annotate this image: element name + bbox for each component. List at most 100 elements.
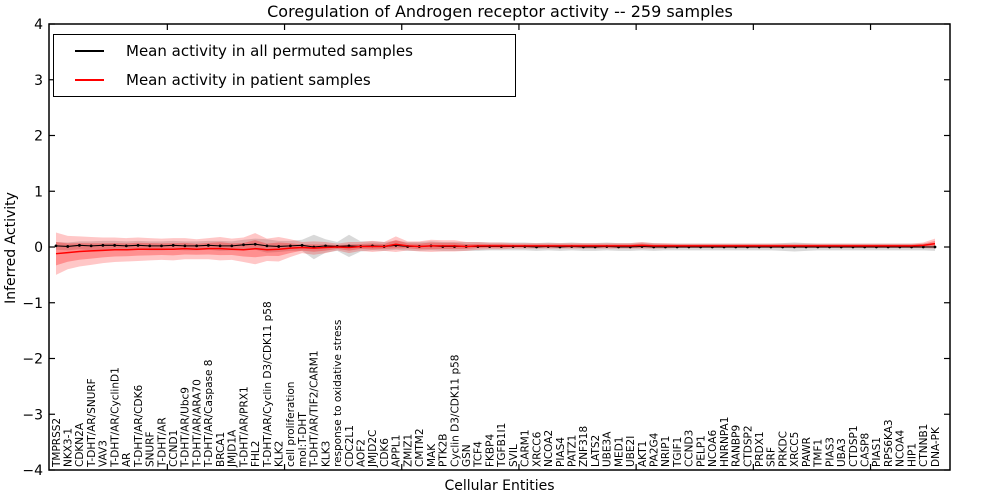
x-tick-label: CASP8 xyxy=(859,433,871,467)
permuted-mean-marker xyxy=(171,243,175,247)
x-tick-label: CTNNB1 xyxy=(918,424,930,467)
x-tick-label: MAK xyxy=(426,443,438,467)
x-tick-label: PTK2B xyxy=(438,433,450,467)
permuted-mean-marker xyxy=(78,243,81,247)
x-tick-label: PRKDC xyxy=(777,431,789,467)
x-tick-label: ZNF318 xyxy=(578,426,590,467)
x-tick-label: TMPRSS2 xyxy=(51,418,63,468)
y-tick-label: −4 xyxy=(22,463,43,479)
patient-line-swatch xyxy=(75,79,104,82)
permuted-mean-marker xyxy=(921,245,925,249)
x-tick-label: GSN xyxy=(461,444,473,467)
x-tick-label: UBE2I xyxy=(625,436,637,467)
x-tick-label: JMJD1A xyxy=(227,429,239,468)
permuted-mean-marker xyxy=(66,245,70,248)
x-tick-label: T-DHT/AR/CDK6 xyxy=(133,385,145,468)
x-tick-label: NCOA4 xyxy=(895,430,907,467)
x-tick-label: PIAS4 xyxy=(555,437,567,467)
permuted-mean-marker xyxy=(933,245,937,249)
permuted-mean-marker xyxy=(277,245,281,248)
x-tick-label: AOF2 xyxy=(356,439,368,467)
x-tick-label: VAV3 xyxy=(98,440,110,467)
x-tick-label: PAWR xyxy=(801,437,813,467)
permuted-mean-marker xyxy=(148,244,152,248)
x-tick-label: CCND3 xyxy=(684,430,696,467)
x-tick-label: CMTM2 xyxy=(414,428,426,467)
x-tick-label: UBE3A xyxy=(602,431,614,467)
x-tick-label: PRDX1 xyxy=(754,431,766,467)
x-tick-label: T-DHT/AR/Ubc9 xyxy=(180,387,192,468)
x-tick-label: SVIL xyxy=(508,444,520,467)
x-tick-label: SNURF xyxy=(145,431,157,467)
x-tick-label: T-DHT/AR/TIF2/CARM1 xyxy=(309,350,321,468)
y-tick-label: 2 xyxy=(34,129,43,145)
x-tick-label: HIP1 xyxy=(906,443,918,467)
permuted-mean-marker xyxy=(89,244,93,248)
permuted-mean-marker xyxy=(230,244,234,248)
permuted-mean-marker xyxy=(218,244,222,248)
x-tick-label: XRCC6 xyxy=(531,431,543,467)
permuted-mean-marker xyxy=(195,244,199,248)
x-tick-label: PA2G4 xyxy=(649,432,661,467)
permuted-line-swatch xyxy=(75,49,104,52)
x-tick-label: AR xyxy=(121,453,133,467)
patient-std-band-outer xyxy=(56,232,935,275)
x-tick-label: response to oxidative stress xyxy=(332,320,344,467)
permuted-std-band xyxy=(56,234,935,260)
x-tick-label: PELP1 xyxy=(695,435,707,467)
x-tick-label: PATZ1 xyxy=(566,435,578,467)
x-axis-label: Cellular Entities xyxy=(444,478,555,494)
x-tick-label: T-DHT/AR xyxy=(156,417,168,468)
x-tick-label: BRCA1 xyxy=(215,432,227,467)
x-tick-label: TMF1 xyxy=(813,439,825,468)
x-tick-label: CTDSP1 xyxy=(848,425,860,467)
x-tick-label: CTDSP2 xyxy=(742,425,754,467)
legend-entry-patient: Mean activity in patient samples xyxy=(54,66,515,94)
y-tick-label: 1 xyxy=(34,184,43,200)
permuted-mean-marker xyxy=(113,243,116,247)
x-tick-label: MED1 xyxy=(613,437,625,467)
permuted-mean-marker xyxy=(347,244,351,248)
legend-label: Mean activity in all permuted samples xyxy=(126,41,413,60)
patient-mean-line xyxy=(55,242,936,255)
x-tick-label: RANBP9 xyxy=(731,425,743,467)
x-tick-label: T-DHT/AR/Caspase 8 xyxy=(203,360,215,468)
permuted-mean-marker xyxy=(136,243,140,247)
y-tick-label: −3 xyxy=(22,407,43,423)
y-tick-label: 0 xyxy=(34,240,43,256)
x-tick-label: PIAS1 xyxy=(871,437,883,467)
y-tick-label: −1 xyxy=(22,296,43,312)
x-tick-label: T-DHT/AR/SNURF xyxy=(86,378,98,468)
x-tick-label: PIAS3 xyxy=(824,437,836,467)
permuted-mean-marker xyxy=(101,243,105,247)
x-tick-label: APPL1 xyxy=(391,435,403,467)
x-tick-label: KLK3 xyxy=(320,441,332,467)
permuted-mean-marker xyxy=(206,243,210,247)
x-tick-label: cell proliferation xyxy=(285,382,297,467)
x-tick-label: NCOA2 xyxy=(543,430,555,467)
x-tick-label: UBA3 xyxy=(836,438,848,467)
x-tick-label: NKX3-1 xyxy=(63,428,75,467)
x-tick-label: CDC2L1 xyxy=(344,425,356,467)
x-tick-label: T-DHT/AR/PRX1 xyxy=(238,386,250,468)
y-axis-label: Inferred Activity xyxy=(3,192,19,304)
permuted-mean-marker xyxy=(124,244,128,248)
x-tick-label: T-DHT/AR/ARA70 xyxy=(191,379,203,468)
x-tick-label: FHL2 xyxy=(250,441,262,467)
x-tick-label: T-DHT/AR/Cyclin D3/CDK11 p58 xyxy=(262,301,274,468)
x-tick-label: SRF xyxy=(766,447,778,467)
x-tick-label: AKT1 xyxy=(637,441,649,467)
x-tick-label: LATS2 xyxy=(590,435,602,467)
x-tick-label: NRIP1 xyxy=(660,436,672,467)
x-tick-label: JMJD2C xyxy=(367,430,379,468)
x-tick-label: HNRNPA1 xyxy=(719,417,731,467)
permuted-mean-marker xyxy=(289,244,292,248)
x-tick-label: TGFB1I1 xyxy=(496,423,508,468)
y-tick-label: 3 xyxy=(34,73,43,89)
x-tick-label: NCOA6 xyxy=(707,430,719,467)
x-tick-label: FKBP4 xyxy=(484,434,496,467)
y-tick-label: 4 xyxy=(34,17,43,33)
x-tick-label: DNA-PK xyxy=(930,426,942,467)
